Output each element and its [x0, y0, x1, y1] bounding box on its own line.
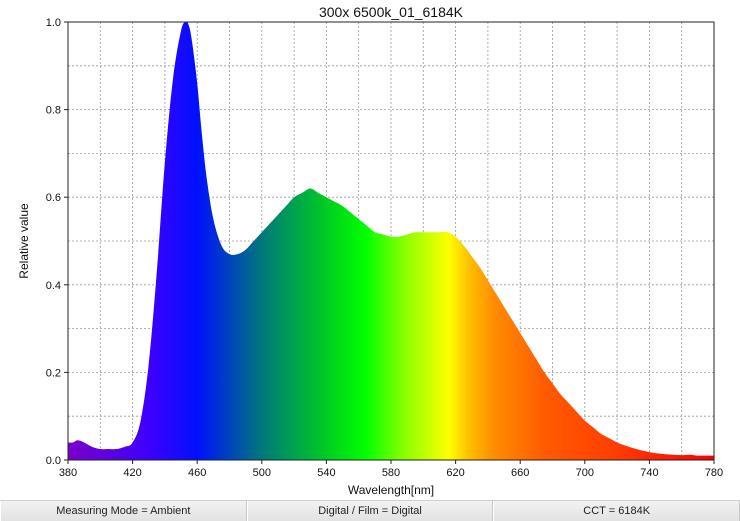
x-tick-label: 500	[253, 467, 271, 479]
x-tick-label: 580	[382, 467, 400, 479]
y-tick-label: 1.0	[46, 17, 61, 29]
y-tick-label: 0.6	[46, 192, 61, 204]
x-tick-label: 380	[59, 467, 77, 479]
y-tick-label: 0.0	[46, 455, 61, 467]
x-tick-label: 420	[123, 467, 141, 479]
chart-title: 300x 6500k_01_6184K	[319, 4, 464, 20]
y-tick-label: 0.4	[46, 280, 61, 292]
x-tick-label: 540	[317, 467, 335, 479]
spectrum-area	[68, 21, 714, 460]
x-tick-label: 740	[640, 467, 658, 479]
x-tick-label: 620	[446, 467, 464, 479]
x-tick-label: 700	[576, 467, 594, 479]
y-axis-ticks: 0.0 0.2 0.4 0.6 0.8 1.0	[46, 17, 68, 467]
x-tick-label: 460	[188, 467, 206, 479]
spectrum-chart: 380 420 460 500 540 580 620 660 700 740 780 0.0 0.2…	[17, 4, 723, 497]
x-tick-label: 660	[511, 467, 529, 479]
x-axis-ticks: 380 420 460 500 540 580 620 660 700 740 780	[59, 460, 723, 479]
y-tick-label: 0.2	[46, 367, 61, 379]
x-tick-label: 780	[705, 467, 723, 479]
y-tick-label: 0.8	[46, 105, 61, 117]
y-axis-label: Relative value	[17, 203, 31, 279]
status-bar: Measuring Mode = Ambient Digital / Film …	[0, 500, 740, 521]
cct-status: CCT = 6184K	[493, 501, 740, 521]
digital-film-status: Digital / Film = Digital	[246, 501, 494, 521]
measuring-mode-status: Measuring Mode = Ambient	[0, 501, 247, 521]
x-axis-label: Wavelength[nm]	[348, 483, 434, 497]
